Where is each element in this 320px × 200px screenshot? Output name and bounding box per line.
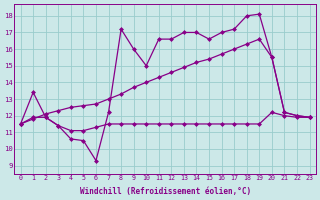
X-axis label: Windchill (Refroidissement éolien,°C): Windchill (Refroidissement éolien,°C) (79, 187, 251, 196)
